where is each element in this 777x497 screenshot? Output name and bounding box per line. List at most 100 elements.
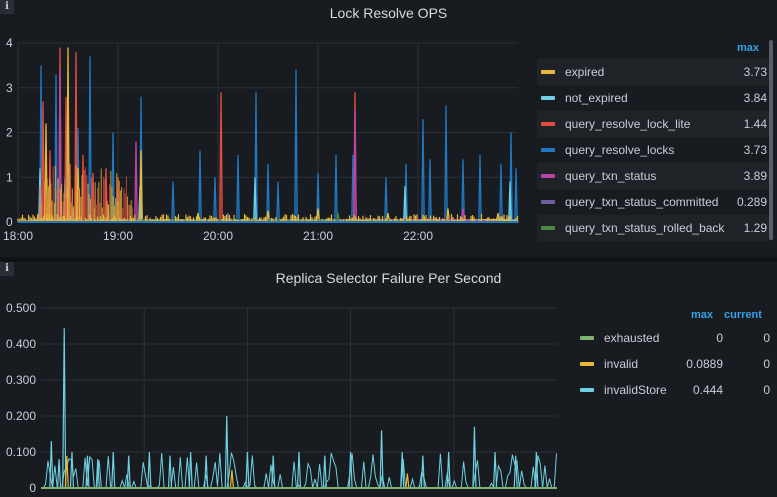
x-tick-label: 21:00	[303, 229, 333, 243]
legend-item-max: 1.29	[743, 221, 767, 235]
spike[interactable]	[446, 451, 451, 489]
series-color-swatch[interactable]	[541, 122, 555, 126]
legend-item-max: 3.89	[743, 169, 767, 183]
spike[interactable]	[167, 455, 173, 489]
legend-item-label[interactable]: query_txn_status	[565, 169, 657, 183]
legend-item-label[interactable]: expired	[565, 65, 605, 79]
spike[interactable]	[400, 451, 405, 489]
series-invalid[interactable]	[64, 455, 410, 489]
legend-item-label[interactable]: query_txn_status_rolled_back	[565, 221, 725, 235]
series-invalidstore[interactable]	[49, 328, 539, 489]
legend-item-max: 3.73	[743, 65, 767, 79]
legend-item-current: 0	[763, 331, 770, 345]
legend-item-max: 1.44	[743, 117, 767, 131]
legend-item-label[interactable]: query_txn_status_committed	[565, 195, 719, 209]
spike[interactable]	[85, 455, 90, 489]
legend-item-label[interactable]: invalidStore	[604, 383, 667, 397]
series-lock-lite-dense	[39, 165, 133, 222]
lock-resolve-ops-chart[interactable]: 0 1 2 3 4 18:00 19:00 20:00 21:00 22:00	[0, 0, 530, 257]
x-tick-label: 20:00	[203, 229, 233, 243]
series-color-swatch[interactable]	[541, 200, 555, 204]
info-icon[interactable]: i	[0, 262, 14, 276]
legend-item-max: 3.73	[743, 143, 767, 157]
legend-item-query-txn-status[interactable]: query_txn_status 3.89	[537, 163, 773, 189]
spike[interactable]	[64, 455, 69, 489]
spike[interactable]	[348, 451, 353, 489]
spike[interactable]	[111, 451, 116, 489]
legend-item-query-txn-status-rolled-back[interactable]: query_txn_status_rolled_back 1.29	[537, 215, 773, 241]
spike[interactable]	[126, 455, 131, 489]
legend-header-max[interactable]: max	[737, 42, 760, 54]
spike[interactable]	[49, 441, 54, 489]
panel-title[interactable]: Lock Resolve OPS	[329, 5, 448, 21]
legend-scrollbar[interactable]	[769, 40, 773, 240]
series-color-swatch[interactable]	[541, 174, 555, 178]
spike[interactable]	[204, 455, 209, 489]
series-color-swatch[interactable]	[580, 336, 594, 340]
replica-selector-failure-chart[interactable]: 0 0.100 0.200 0.300 0.400 0.500	[0, 262, 570, 497]
legend-item-label[interactable]: query_resolve_lock_lite	[565, 117, 691, 131]
spike[interactable]	[56, 459, 62, 489]
spike[interactable]	[147, 451, 152, 489]
legend-item-max: 3.84	[743, 91, 767, 105]
spike[interactable]	[95, 459, 100, 489]
spike[interactable]	[229, 469, 235, 489]
y-tick-label: 1	[6, 170, 13, 184]
series-color-swatch[interactable]	[541, 226, 555, 230]
y-tick-label: 0.300	[6, 373, 36, 387]
y-tick-label: 0.100	[6, 445, 36, 459]
y-tick-label: 4	[6, 36, 13, 50]
series-color-swatch[interactable]	[541, 70, 555, 74]
spike[interactable]	[271, 455, 276, 489]
legend-item-query-txn-status-committed[interactable]: query_txn_status_committed 0.289	[537, 189, 773, 215]
spike[interactable]	[492, 451, 498, 489]
y-tick-label: 0.400	[6, 337, 36, 351]
legend-item-label[interactable]: query_resolve_locks	[565, 143, 675, 157]
lock-resolve-ops-panel: i Lock Resolve OPS 0 1 2 3 4 18:00 19:00 20:00 2…	[0, 0, 777, 257]
legend-item-exhausted[interactable]: exhausted 0 0	[576, 325, 776, 351]
x-tick-label: 19:00	[103, 229, 133, 243]
legend-item-max: 0.444	[692, 383, 723, 397]
legend-item-query-resolve-locks[interactable]: query_resolve_locks 3.73	[537, 137, 773, 163]
legend: max expired 3.73 not_expired 3.84 query_reso…	[537, 38, 777, 248]
legend-item-max: 0.0889	[686, 357, 723, 371]
legend-item-max: 0	[716, 331, 723, 345]
legend-item-label[interactable]: exhausted	[604, 331, 660, 345]
info-icon[interactable]: i	[0, 0, 14, 14]
spike[interactable]	[513, 455, 518, 489]
y-tick-label: 3	[6, 81, 13, 95]
legend-header-current[interactable]: current	[724, 309, 762, 321]
spike[interactable]	[296, 451, 302, 489]
legend: max current exhausted 0 0 invalid 0.0889 0 inv…	[576, 302, 776, 422]
spike[interactable]	[472, 426, 477, 489]
x-tick-label: 22:00	[403, 229, 433, 243]
spike[interactable]	[245, 451, 250, 489]
legend-header-max[interactable]: max	[691, 309, 714, 321]
series-color-swatch[interactable]	[541, 148, 555, 152]
panel-title[interactable]: Replica Selector Failure Per Second	[275, 270, 502, 286]
series-color-swatch[interactable]	[541, 96, 555, 100]
legend-item-invalidstore[interactable]: invalidStore 0.444 0	[576, 377, 776, 403]
legend-item-expired[interactable]: expired 3.73	[537, 59, 773, 85]
y-tick-label: 0	[29, 481, 36, 495]
legend-item-invalid[interactable]: invalid 0.0889 0	[576, 351, 776, 377]
legend-item-not-expired[interactable]: not_expired 3.84	[537, 85, 773, 111]
series-color-swatch[interactable]	[580, 362, 594, 366]
spike[interactable]	[224, 415, 229, 489]
series-color-swatch[interactable]	[580, 388, 594, 392]
legend-item-label[interactable]: invalid	[604, 357, 639, 371]
spike[interactable]	[62, 328, 67, 489]
x-tick-label: 18:00	[3, 229, 33, 243]
spike[interactable]	[69, 451, 75, 489]
spike[interactable]	[188, 451, 193, 489]
y-tick-label: 0.500	[6, 301, 36, 315]
y-tick-label: 2	[6, 126, 13, 140]
spike[interactable]	[405, 473, 410, 489]
legend-item-label[interactable]: not_expired	[565, 91, 628, 105]
legend-item-query-resolve-lock-lite[interactable]: query_resolve_lock_lite 1.44	[537, 111, 773, 137]
spike[interactable]	[534, 451, 539, 489]
spike[interactable]	[420, 455, 425, 489]
spike[interactable]	[379, 430, 384, 489]
spike[interactable]	[322, 455, 327, 489]
y-tick-label: 0	[6, 215, 13, 229]
